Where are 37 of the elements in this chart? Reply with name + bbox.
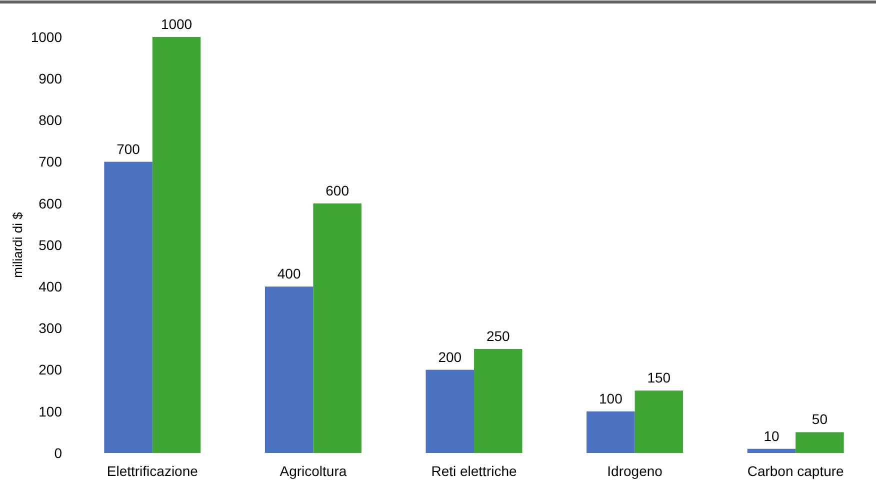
data-label: 400: [277, 266, 301, 282]
x-tick-label: Carbon capture: [747, 463, 844, 479]
x-tick-label: Agricoltura: [280, 463, 347, 479]
data-label: 600: [326, 182, 350, 198]
y-tick-label: 600: [38, 195, 62, 212]
bar: [586, 411, 635, 453]
bar: [474, 349, 522, 453]
x-tick-label: Elettrificazione: [106, 463, 198, 479]
data-label: 200: [438, 348, 462, 365]
data-label: 10: [764, 428, 780, 444]
bar: [634, 390, 684, 453]
y-tick-label: 500: [38, 236, 62, 253]
y-tick-label: 100: [38, 403, 62, 420]
y-tick-label: 1000: [30, 28, 62, 45]
y-tick-label: 800: [38, 112, 62, 128]
data-label: 50: [812, 411, 828, 428]
y-tick-label: 900: [38, 70, 62, 86]
y-tick-label: 400: [38, 278, 62, 294]
bar: [264, 286, 314, 453]
x-tick-label: Reti elettriche: [431, 463, 518, 479]
y-tick-label: 0: [54, 444, 62, 461]
y-tick-label: 200: [38, 362, 62, 378]
bar: [426, 370, 474, 453]
data-label: 250: [486, 328, 510, 344]
x-tick-label: Idrogeno: [607, 463, 663, 479]
data-label: 1000: [160, 16, 192, 32]
y-tick-label: 700: [38, 154, 62, 170]
data-label: 700: [116, 140, 140, 157]
y-axis-title: miliardi di $: [10, 211, 25, 278]
data-label: 100: [599, 390, 623, 406]
bar: [796, 432, 844, 453]
bar: [313, 203, 362, 453]
data-label: 150: [647, 370, 671, 386]
y-tick-label: 300: [38, 320, 62, 336]
bar: [104, 162, 152, 453]
bar: [152, 37, 201, 453]
bar: [747, 448, 796, 453]
